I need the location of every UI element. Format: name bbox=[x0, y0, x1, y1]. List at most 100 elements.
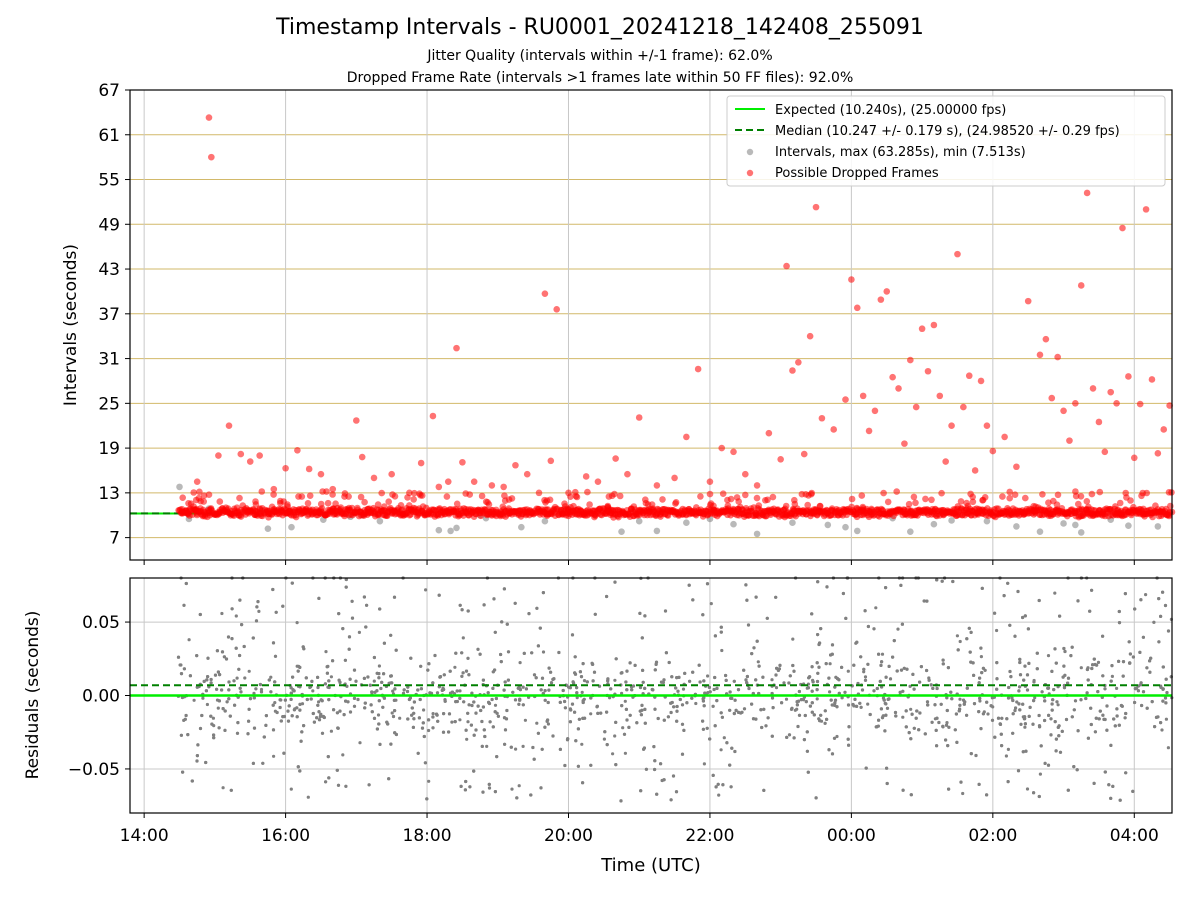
dropped-frame-point bbox=[332, 500, 339, 508]
residuals-x-tick-label: 14:00 bbox=[120, 826, 169, 846]
residual-point bbox=[278, 698, 282, 702]
residual-point bbox=[367, 783, 371, 787]
residual-point bbox=[474, 711, 478, 715]
dropped-frame-point bbox=[1022, 494, 1029, 502]
residual-point bbox=[378, 742, 382, 747]
residual-point bbox=[787, 681, 791, 685]
residual-point bbox=[289, 697, 293, 702]
residual-point bbox=[493, 703, 498, 707]
residual-point bbox=[429, 691, 434, 695]
residual-point bbox=[1159, 614, 1163, 619]
residual-point bbox=[1018, 657, 1022, 662]
residual-point bbox=[267, 678, 271, 682]
residual-point bbox=[218, 673, 222, 677]
residual-point bbox=[989, 704, 993, 708]
residual-point bbox=[1062, 646, 1066, 651]
dropped-frame-point bbox=[1166, 402, 1173, 409]
residual-point bbox=[760, 725, 764, 730]
dropped-frame-point bbox=[485, 501, 493, 508]
residual-point bbox=[316, 685, 320, 690]
residual-point bbox=[511, 690, 515, 694]
residual-point bbox=[756, 660, 760, 664]
residual-point bbox=[946, 666, 951, 670]
residual-point bbox=[453, 720, 457, 724]
residual-point bbox=[198, 612, 202, 617]
dropped-frame-point bbox=[877, 296, 885, 303]
residual-point bbox=[815, 688, 819, 692]
residual-point bbox=[1131, 655, 1135, 659]
residual-point bbox=[771, 706, 775, 710]
residual-point bbox=[274, 610, 278, 614]
dropped-frame-point bbox=[268, 503, 276, 511]
residual-point bbox=[774, 595, 778, 599]
residual-point bbox=[653, 668, 657, 672]
residual-point bbox=[954, 712, 959, 716]
residual-point bbox=[205, 702, 209, 707]
residual-point bbox=[1163, 603, 1168, 608]
residual-point bbox=[527, 612, 531, 616]
residual-point bbox=[1040, 690, 1044, 694]
residual-point bbox=[311, 689, 315, 693]
dropped-frame-point bbox=[205, 114, 213, 121]
dropped-frame-point bbox=[1054, 353, 1061, 361]
residual-point bbox=[804, 700, 808, 704]
residual-point bbox=[1079, 698, 1083, 702]
residual-point bbox=[505, 708, 509, 713]
residual-point bbox=[591, 679, 595, 683]
dropped-frame-point bbox=[1083, 189, 1091, 197]
residual-point bbox=[495, 711, 499, 715]
interval-point bbox=[435, 526, 443, 534]
residual-point bbox=[685, 701, 689, 705]
dropped-frame-point bbox=[605, 493, 613, 500]
residual-point bbox=[702, 704, 706, 708]
residual-point bbox=[935, 578, 939, 582]
dropped-frame-point bbox=[317, 470, 325, 478]
interval-point bbox=[1072, 521, 1079, 529]
residual-point bbox=[784, 697, 789, 701]
residual-point bbox=[389, 742, 393, 746]
residual-point bbox=[947, 787, 951, 791]
residual-point bbox=[1124, 771, 1128, 775]
residual-point bbox=[327, 698, 331, 702]
residual-point bbox=[808, 675, 812, 679]
residual-point bbox=[675, 676, 679, 680]
residual-point bbox=[1043, 761, 1047, 766]
residual-point bbox=[513, 601, 517, 605]
residual-point bbox=[1009, 675, 1013, 679]
residual-point bbox=[1072, 708, 1076, 712]
residual-point bbox=[1159, 721, 1163, 725]
residual-point bbox=[653, 759, 657, 763]
dropped-frame-point bbox=[341, 493, 348, 500]
residual-point bbox=[573, 672, 578, 676]
residual-point bbox=[493, 630, 497, 634]
residual-point bbox=[1056, 703, 1060, 707]
residual-point bbox=[316, 703, 320, 707]
dropped-frame-point bbox=[742, 491, 749, 499]
residual-point bbox=[955, 634, 960, 638]
residual-point bbox=[1006, 581, 1010, 585]
residual-point bbox=[582, 679, 587, 683]
residual-point bbox=[847, 743, 851, 747]
residual-point bbox=[441, 686, 445, 690]
residual-point bbox=[941, 662, 945, 666]
residual-point bbox=[606, 677, 610, 681]
residual-point bbox=[393, 709, 397, 713]
residual-point bbox=[1089, 706, 1093, 710]
dropped-frame-point bbox=[197, 497, 204, 505]
dropped-frame-point bbox=[930, 321, 938, 329]
dropped-frame-point bbox=[672, 499, 680, 506]
residual-point bbox=[221, 786, 225, 790]
residual-point bbox=[669, 710, 673, 715]
dropped-frames-series bbox=[193, 114, 1173, 500]
residual-point bbox=[252, 696, 256, 700]
chart-subtitle-jitter: Jitter Quality (intervals within +/-1 fr… bbox=[427, 48, 773, 64]
residual-point bbox=[931, 686, 935, 691]
residual-point bbox=[757, 664, 761, 668]
residual-point bbox=[592, 670, 597, 674]
residual-point bbox=[1139, 598, 1143, 602]
residual-point bbox=[745, 681, 749, 685]
residual-point bbox=[1017, 689, 1021, 693]
residual-point bbox=[447, 712, 452, 716]
residual-point bbox=[575, 686, 579, 690]
residual-point bbox=[273, 701, 277, 705]
